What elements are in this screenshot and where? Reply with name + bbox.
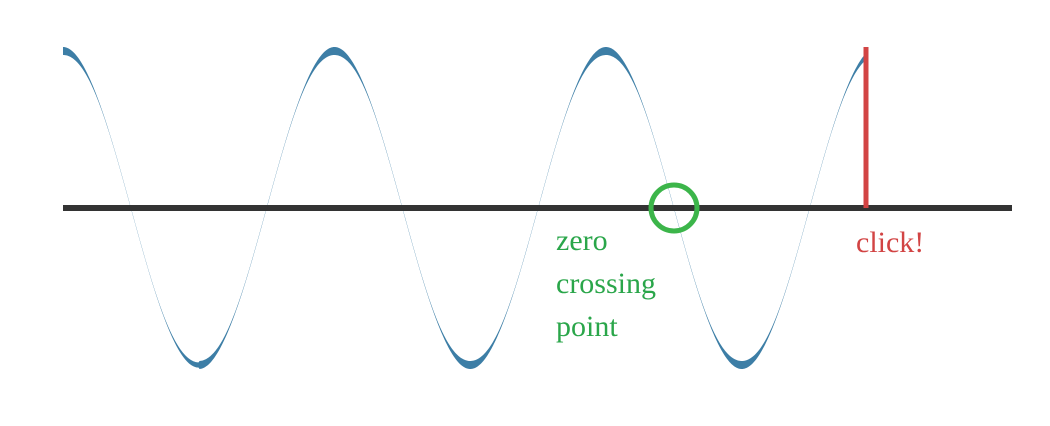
click-label: click!	[856, 226, 924, 259]
zero-crossing-label: zero crossing point	[556, 224, 664, 343]
zero-crossing-label-line: crossing	[556, 267, 656, 300]
zero-crossing-label-line: point	[556, 310, 618, 343]
zero-crossing-marker	[648, 182, 700, 234]
zero-crossing-label-line: zero	[556, 224, 608, 257]
